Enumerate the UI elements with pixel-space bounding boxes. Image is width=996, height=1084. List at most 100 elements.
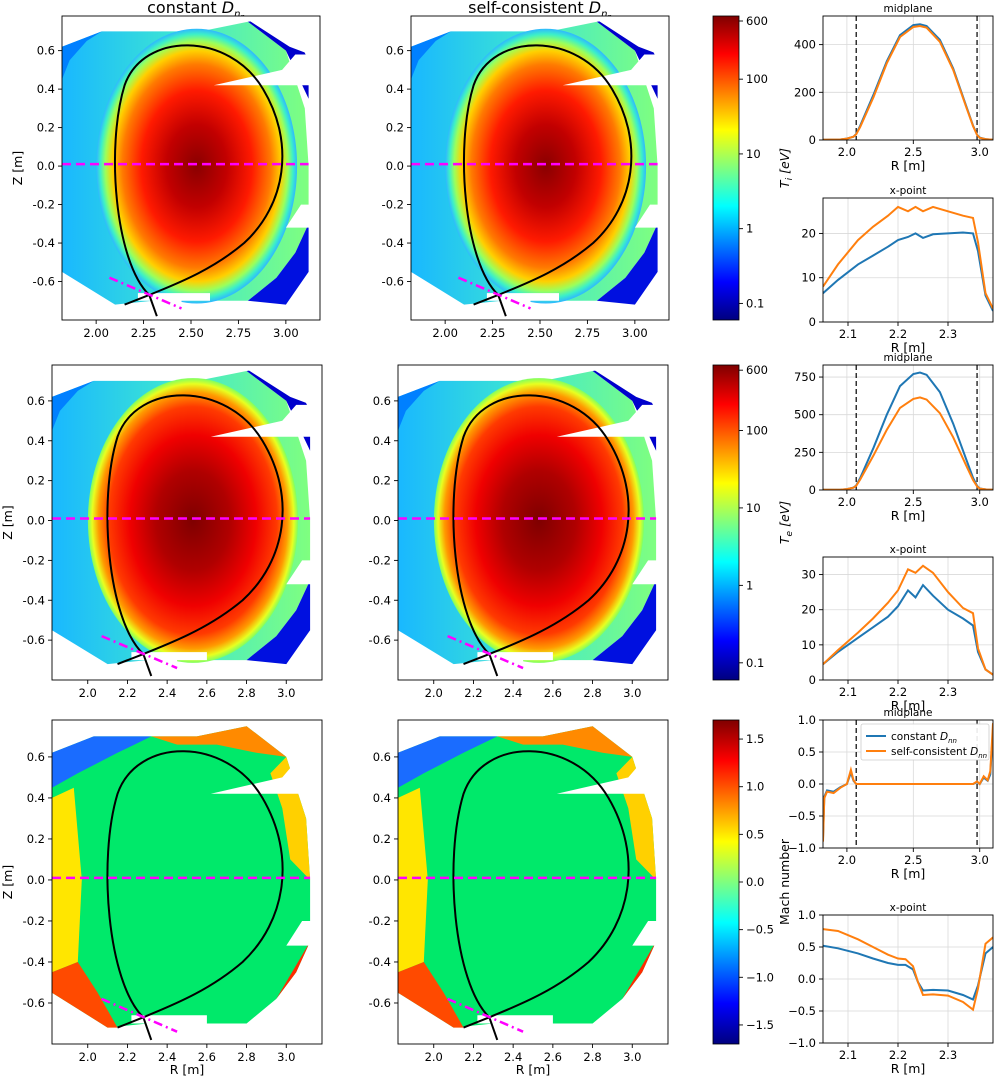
y-tick-label: -0.6 xyxy=(23,633,45,647)
y-tick-label: 0.4 xyxy=(373,434,391,448)
y-tick-label: 0.0 xyxy=(27,514,45,528)
y-tick-label: 0.6 xyxy=(386,44,404,58)
x-axis-label: R [m] xyxy=(891,866,926,881)
core-temperature xyxy=(433,378,645,663)
colorbar-ti-colorbar: 600 100 10 1 0.1 Ti [eV] xyxy=(712,14,795,321)
y-tick-label: -0.2 xyxy=(23,914,45,928)
x-tick-label: 2.5 xyxy=(904,145,922,159)
x-tick-label: 2.75 xyxy=(575,326,601,340)
colorbar-gradient xyxy=(712,15,740,321)
mach-band-bottom-left xyxy=(398,962,464,1028)
y-tick-label: 500 xyxy=(794,408,816,422)
y-tick-label: 0.6 xyxy=(27,394,45,408)
x-tick-label: 2.0 xyxy=(425,686,443,700)
colorbar-tick-label: 600 xyxy=(746,14,768,28)
y-tick-label: 0.5 xyxy=(798,745,816,759)
xpoint-cut-line xyxy=(108,276,183,310)
legend-box xyxy=(860,723,990,761)
mach-band-bottom-left xyxy=(52,962,118,1028)
wall-cutout xyxy=(398,632,454,680)
separatrix-leg xyxy=(473,294,499,306)
x-tick-label: 2.00 xyxy=(432,326,458,340)
x-tick-label: 3.0 xyxy=(971,495,989,509)
colorbar-gradient xyxy=(712,364,740,681)
core-temperature xyxy=(87,378,299,663)
line-content xyxy=(823,564,993,676)
wall-cutout xyxy=(131,652,207,680)
series-line-selfconsistent xyxy=(823,723,993,842)
x-tick-label: 2.3 xyxy=(939,1048,957,1062)
wall-cutout xyxy=(411,16,449,43)
y-tick-label: 200 xyxy=(794,85,816,99)
xpoint-cut-line xyxy=(447,634,524,670)
wall-region-left xyxy=(411,31,451,80)
x-tick-label: 2.8 xyxy=(583,686,601,700)
y-tick-label: -0.6 xyxy=(23,996,45,1010)
core-temperature xyxy=(445,28,647,304)
y-tick-label: -0.2 xyxy=(23,553,45,567)
colorbar-label: Mach number xyxy=(777,838,792,925)
x-tick-label: 2.8 xyxy=(237,686,255,700)
map-content xyxy=(62,16,320,320)
y-tick-label: 0.0 xyxy=(386,159,404,173)
colorbar-tick-label: 1 xyxy=(746,578,753,592)
y-tick-label: -0.6 xyxy=(33,275,55,289)
colorbar-tick-label: 100 xyxy=(746,72,768,86)
map-content xyxy=(52,365,322,680)
mach-band-top-left xyxy=(52,736,152,788)
axes-frame xyxy=(822,197,994,323)
y-tick-label: 1.0 xyxy=(798,908,816,922)
map-content xyxy=(398,720,668,1044)
map-panel-te-selfconsistent: 0.6 0.4 0.2 0.0 -0.2 -0.4 -0.6 2.0 2.2 2.4 2.6 2.8 3… xyxy=(369,364,669,700)
series-line-constant xyxy=(823,231,993,312)
x-tick-label: 2.6 xyxy=(198,1050,216,1064)
xpoint-cut-line xyxy=(447,997,524,1033)
wall-cutout xyxy=(556,404,668,437)
x-tick-label: 2.2 xyxy=(889,1048,907,1062)
y-tick-label: -0.4 xyxy=(369,955,391,969)
mach-band-top-right xyxy=(151,726,287,757)
wall-cutout xyxy=(398,365,438,393)
x-axis-label: R [m] xyxy=(891,1061,926,1076)
panel-title: x-point xyxy=(890,902,927,914)
separatrix-leg xyxy=(497,294,507,317)
x-tick-label: 2.75 xyxy=(226,326,252,340)
separatrix-leg xyxy=(124,294,150,306)
separatrix-leg xyxy=(488,653,499,677)
y-tick-label: -0.4 xyxy=(33,236,55,250)
x-tick-label: 3.0 xyxy=(623,686,641,700)
x-tick-label: 2.4 xyxy=(504,1050,522,1064)
mach-band-left xyxy=(52,787,82,973)
wall-cutout xyxy=(210,720,322,766)
wall-cutout xyxy=(52,365,92,393)
legend-label: self-consistent Dnn xyxy=(891,746,987,760)
series-line-selfconsistent xyxy=(823,564,993,676)
colorbar-tick-label: 1.0 xyxy=(746,780,764,794)
line-panel-ti-midplane: 0 200 400 2.0 2.5 3.0 midplane R [m] xyxy=(794,3,994,173)
y-tick-label: 250 xyxy=(794,445,816,459)
y-tick-label: 0.0 xyxy=(373,514,391,528)
x-tick-label: 2.4 xyxy=(158,1050,176,1064)
line-content xyxy=(823,16,993,140)
x-tick-label: 2.2 xyxy=(464,686,482,700)
y-tick-label: 0.0 xyxy=(27,873,45,887)
wall-cutout xyxy=(310,98,320,228)
y-tick-label: 0.0 xyxy=(798,777,816,791)
x-tick-label: 2.6 xyxy=(544,1050,562,1064)
x-tick-label: 2.0 xyxy=(79,686,97,700)
y-tick-label: -0.4 xyxy=(369,593,391,607)
y-tick-label: 750 xyxy=(794,370,816,384)
xpoint-cut-line xyxy=(457,276,532,310)
separatrix-leg xyxy=(463,1016,490,1029)
x-tick-label: 2.0 xyxy=(838,145,856,159)
mach-band-bottom-right xyxy=(622,941,657,999)
y-tick-label: -0.6 xyxy=(369,996,391,1010)
colorbar-tick-label: 100 xyxy=(746,423,768,437)
y-tick-label: -0.6 xyxy=(369,633,391,647)
x-tick-label: 2.2 xyxy=(889,685,907,699)
legend-label: constant Dnn xyxy=(891,731,957,745)
wall-cutout xyxy=(210,365,322,409)
x-tick-label: 3.00 xyxy=(622,326,648,340)
separatrix-leg xyxy=(117,653,144,665)
